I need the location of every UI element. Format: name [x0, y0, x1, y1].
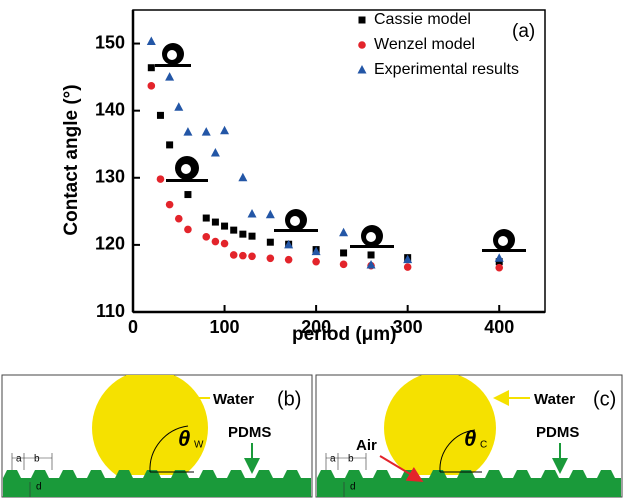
panel-tag: (b) — [277, 388, 301, 410]
point — [211, 218, 219, 226]
x-tick-label: 300 — [393, 317, 423, 337]
panel-c: θ C Water PDMS Air (c) a b d — [315, 374, 623, 498]
y-tick-label: 150 — [95, 32, 125, 52]
point — [495, 263, 504, 272]
theta-sub: C — [480, 440, 487, 451]
x-tick-label: 200 — [301, 317, 331, 337]
point — [220, 239, 229, 248]
point — [146, 36, 156, 46]
legend-label: Cassie model — [374, 11, 471, 28]
point — [174, 214, 183, 223]
b-label: b — [34, 454, 40, 465]
x-label: period (μm) — [292, 324, 397, 345]
point — [238, 172, 248, 182]
point — [284, 255, 293, 264]
legend-marker — [358, 16, 366, 24]
point — [230, 226, 238, 234]
point — [239, 230, 247, 238]
point — [494, 253, 504, 262]
point — [403, 254, 413, 264]
y-tick-label: 120 — [95, 234, 125, 254]
point — [221, 222, 229, 230]
legend-label: Wenzel model — [374, 36, 475, 53]
y-tick-label: 130 — [95, 167, 125, 187]
d-label: d — [36, 482, 42, 493]
point — [165, 72, 175, 81]
annotation: (a) — [512, 21, 535, 42]
point — [266, 254, 275, 263]
y-tick-label: 110 — [96, 301, 125, 321]
x-tick-label: 0 — [128, 317, 138, 337]
point — [312, 257, 320, 266]
point — [247, 209, 257, 218]
point — [266, 238, 274, 246]
point — [211, 237, 220, 246]
point — [248, 232, 256, 240]
y-tick-label: 140 — [95, 99, 125, 119]
point — [165, 200, 174, 209]
point — [202, 214, 210, 222]
panel-tag: (c) — [593, 388, 616, 410]
d-label: d — [350, 482, 356, 493]
point — [339, 260, 348, 269]
water-label: Water — [534, 391, 575, 408]
a-label: a — [16, 454, 22, 465]
point — [339, 227, 349, 237]
legend-marker — [357, 65, 367, 74]
point — [166, 141, 174, 149]
point — [366, 260, 376, 269]
point — [367, 251, 375, 259]
point — [201, 127, 211, 136]
point — [147, 82, 156, 90]
point — [239, 251, 247, 260]
point — [220, 125, 230, 135]
air-label: Air — [356, 437, 377, 454]
point — [184, 225, 192, 234]
point — [311, 246, 321, 256]
point — [229, 251, 238, 259]
point — [403, 263, 412, 271]
point — [248, 252, 256, 261]
point — [147, 64, 155, 72]
theta: θ — [464, 426, 476, 451]
y-label: Contact angle (°) — [61, 84, 82, 235]
plot: 0 100 200 300 400 110 120 130 140 150 Cassie model… — [95, 9, 546, 337]
legend: Cassie model Wenzel model Experimental res… — [357, 11, 519, 78]
panel-b: θ W Water PDMS (b) a b d — [1, 374, 313, 498]
a-label: a — [330, 454, 336, 465]
pdms-label: PDMS — [536, 424, 579, 441]
point — [265, 209, 275, 219]
point — [202, 233, 211, 241]
legend-label: Experimental results — [374, 61, 519, 78]
pdms-label: PDMS — [228, 424, 271, 441]
point — [174, 102, 184, 111]
point — [340, 249, 348, 257]
x-tick-label: 100 — [210, 317, 240, 337]
b-label: b — [348, 454, 354, 465]
point — [156, 111, 164, 119]
point — [284, 239, 294, 249]
theta: θ — [178, 426, 190, 451]
point — [183, 127, 193, 136]
droplet-icons — [155, 43, 526, 252]
point — [156, 175, 165, 183]
point — [184, 191, 192, 199]
legend-marker — [358, 41, 366, 49]
x-tick-label: 400 — [484, 317, 514, 337]
theta-sub: W — [194, 440, 204, 451]
water-label: Water — [213, 391, 254, 408]
point — [210, 147, 220, 157]
